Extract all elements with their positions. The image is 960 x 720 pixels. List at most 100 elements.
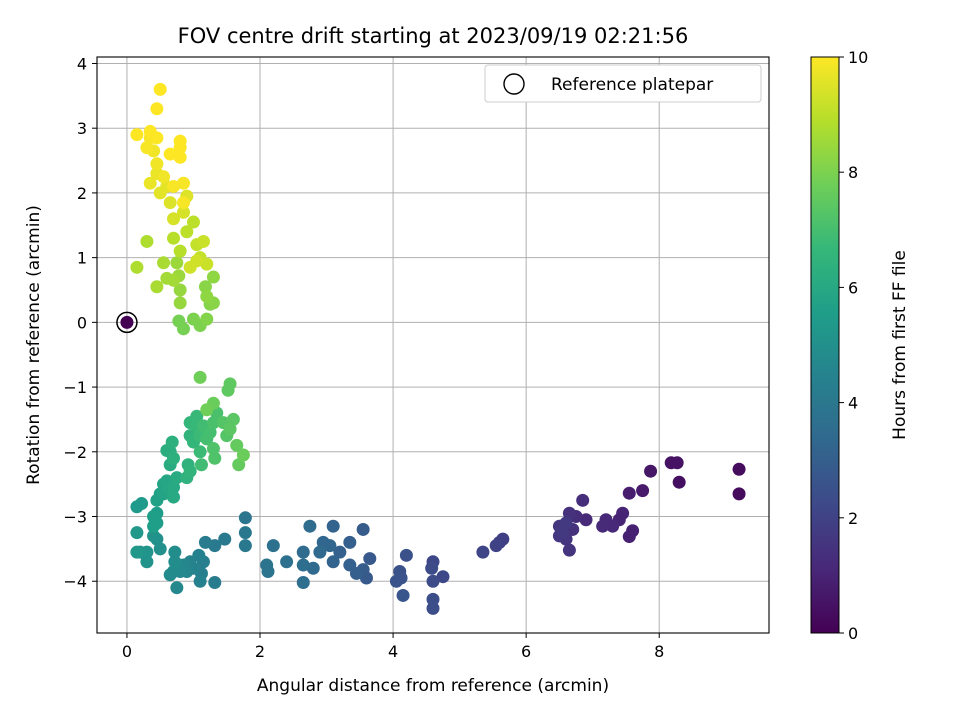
y-tick-label: −2 [63,443,87,462]
data-point [160,271,174,285]
y-tick-label: 3 [77,119,87,138]
data-point [168,545,182,559]
legend-marker-open-circle [503,73,525,95]
reference-marker-layer [116,311,138,334]
data-point [173,141,187,155]
data-point [260,558,274,572]
colorbar-tick-label: 10 [848,48,868,67]
data-point [230,438,244,452]
data-point [622,530,636,544]
data-point [306,561,320,575]
data-point [223,377,237,391]
x-tick-label: 6 [521,642,531,661]
data-point [576,493,590,507]
data-point [579,513,593,527]
data-point [200,257,214,271]
data-point [150,157,164,171]
data-point [176,205,190,219]
data-point [150,280,164,294]
grid-lines [97,57,769,633]
x-axis-ticks: 0 2 4 6 8 [122,633,664,661]
data-point [208,576,222,590]
data-point [153,186,167,200]
data-point [636,484,650,498]
data-point [140,555,154,569]
data-point [399,548,413,562]
data-point [147,510,161,524]
data-point [303,519,317,533]
data-point [163,196,177,210]
data-point [170,256,184,270]
x-tick-label: 8 [654,642,664,661]
data-point [238,511,252,525]
data-point [559,516,573,530]
data-point [200,312,214,326]
data-point [198,535,212,549]
data-point [670,456,684,470]
data-point [389,574,403,588]
legend-box: Reference platepar [484,64,762,103]
data-point [296,558,310,572]
data-point [489,539,503,553]
y-tick-label: 0 [77,313,87,332]
data-point [232,458,246,472]
colorbar-tick-label: 2 [848,509,858,528]
data-point [173,283,187,297]
data-point [732,462,746,476]
y-tick-label: −1 [63,378,87,397]
data-points [120,82,746,615]
data-point [190,409,204,423]
data-point [167,490,181,504]
data-point [193,445,207,459]
data-point [333,545,347,559]
y-tick-label: −4 [63,572,87,591]
data-point [173,150,187,164]
data-point [135,497,149,511]
data-point [326,555,340,569]
data-point [208,451,222,465]
legend-entry-label: Reference platepar [551,75,713,95]
data-point [167,231,181,245]
data-point [266,539,280,553]
data-point [143,124,157,138]
data-point [163,147,177,161]
data-point [238,539,252,553]
data-point [173,244,187,258]
data-point [163,568,177,582]
data-point [167,451,181,465]
data-point [180,225,194,239]
data-point [622,486,636,500]
data-point [206,442,220,456]
y-axis-label: Rotation from reference (arcmin) [24,205,44,485]
data-point [130,545,144,559]
data-point [143,176,157,190]
data-point [476,545,490,559]
data-point [186,215,200,229]
data-point [167,179,181,193]
colorbar-tick-label: 4 [848,394,858,413]
data-point [206,270,220,284]
data-point [140,234,154,248]
data-point [238,526,252,540]
data-point [396,588,410,602]
x-axis-label: Angular distance from reference (arcmin) [257,676,609,696]
data-point [147,529,161,543]
data-point [356,522,370,536]
data-point [732,487,746,501]
data-point [167,212,181,226]
data-point [672,475,686,489]
data-point [436,570,450,584]
data-point [120,315,134,329]
colorbar-tick-label: 6 [848,278,858,297]
colorbar [810,56,840,634]
legend-frame [484,64,762,103]
y-axis-ticks: −4 −3 −2 −1 0 1 2 3 4 [63,54,97,591]
data-point [296,576,310,590]
data-point [363,552,377,566]
x-tick-label: 0 [122,642,132,661]
data-point [176,196,190,210]
data-point [183,464,197,478]
y-tick-label: −3 [63,508,87,527]
data-point [153,82,167,96]
